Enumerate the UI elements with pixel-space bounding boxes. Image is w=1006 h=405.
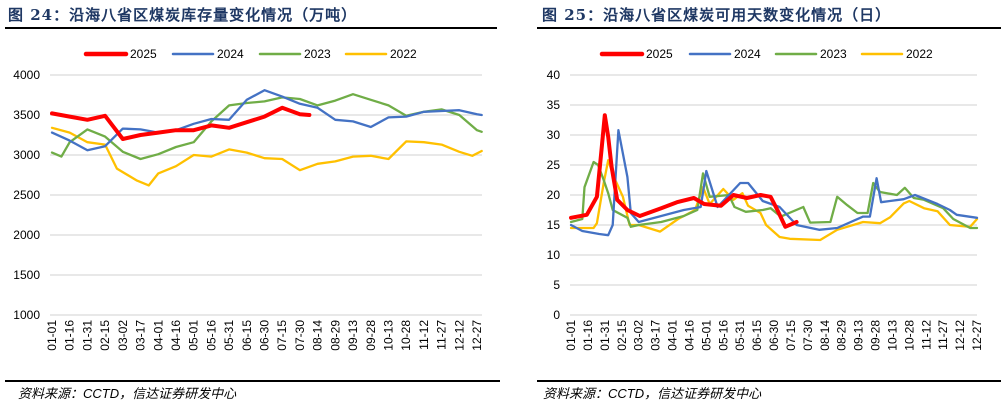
- x-tick-label: 12-12: [953, 320, 967, 351]
- y-tick-label: 1000: [13, 308, 40, 322]
- x-tick-label: 10-28: [399, 320, 413, 351]
- x-tick-label: 08-14: [818, 320, 832, 351]
- x-tick-label: 07-15: [784, 320, 798, 351]
- x-tick-label: 10-28: [902, 320, 916, 351]
- x-tick-label: 02-15: [615, 320, 629, 351]
- x-tick-label: 04-16: [169, 320, 183, 351]
- x-tick-label: 04-01: [666, 320, 680, 351]
- x-tick-label: 07-30: [293, 320, 307, 351]
- x-tick-label: 01-31: [598, 320, 612, 351]
- x-tick-label: 03-02: [632, 320, 646, 351]
- series-line-2023: [569, 160, 979, 230]
- x-tick-label: 04-16: [682, 320, 696, 351]
- x-tick-label: 01-16: [581, 320, 595, 351]
- legend-label-2023: 2023: [304, 47, 331, 61]
- x-tick-label: 01-01: [564, 320, 578, 351]
- x-tick-label: 09-28: [869, 320, 883, 351]
- x-tick-label: 12-27: [970, 320, 984, 351]
- series-line-2022: [50, 126, 483, 187]
- series-line-2024: [569, 129, 979, 237]
- x-tick-label: 01-01: [45, 320, 59, 351]
- x-tick-label: 05-31: [733, 320, 747, 351]
- x-tick-label: 03-17: [134, 320, 148, 351]
- x-tick-label: 07-30: [801, 320, 815, 351]
- x-tick-label: 08-29: [835, 320, 849, 351]
- legend-label-2024: 2024: [217, 47, 244, 61]
- x-tick-label: 05-16: [716, 320, 730, 351]
- legend-label-2025: 2025: [646, 47, 673, 61]
- x-tick-label: 02-15: [98, 320, 112, 351]
- legend-label-2024: 2024: [734, 47, 761, 61]
- legend-label-2023: 2023: [820, 47, 847, 61]
- x-tick-label: 09-28: [364, 320, 378, 351]
- y-tick-label: 30: [547, 128, 561, 142]
- x-tick-label: 06-30: [767, 320, 781, 351]
- y-tick-label: 4000: [13, 68, 40, 82]
- x-tick-label: 05-01: [699, 320, 713, 351]
- x-tick-label: 06-15: [750, 320, 764, 351]
- series-line-2024: [50, 89, 483, 152]
- title-divider: [537, 27, 1001, 29]
- x-tick-label: 11-12: [417, 320, 431, 350]
- title-divider: [5, 27, 497, 29]
- y-tick-label: 5: [553, 278, 560, 292]
- x-tick-label: 12-27: [470, 320, 484, 351]
- x-tick-label: 03-02: [116, 320, 130, 351]
- source-note: 资料来源：CCTD，信达证券研发中心: [18, 386, 237, 401]
- series-line-2025: [569, 113, 799, 229]
- x-tick-label: 12-12: [452, 320, 466, 351]
- x-tick-label: 04-01: [151, 320, 165, 351]
- footer-divider: [5, 380, 500, 382]
- y-tick-label: 0: [553, 308, 560, 322]
- source-note: 资料来源：CCTD，信达证券研发中心: [543, 386, 762, 401]
- x-tick-label: 03-17: [649, 320, 663, 351]
- x-tick-label: 07-15: [275, 320, 289, 351]
- x-tick-label: 08-29: [328, 320, 342, 351]
- x-tick-label: 01-16: [63, 320, 77, 351]
- legend-label-2022: 2022: [390, 47, 417, 61]
- x-tick-label: 09-13: [852, 320, 866, 351]
- x-tick-label: 11-27: [435, 320, 449, 350]
- x-tick-label: 05-01: [187, 320, 201, 351]
- series-line-2025: [50, 105, 312, 141]
- chart-title-days: 图 25：沿海八省区煤炭可用天数变化情况（日）: [542, 6, 892, 24]
- x-tick-label: 05-16: [204, 320, 218, 351]
- y-tick-label: 25: [547, 158, 561, 172]
- legend-label-2022: 2022: [906, 47, 933, 61]
- x-tick-label: 10-13: [885, 320, 899, 351]
- x-tick-label: 08-14: [311, 320, 325, 351]
- x-tick-label: 05-31: [222, 320, 236, 351]
- y-tick-label: 15: [547, 218, 561, 232]
- y-tick-label: 20: [547, 188, 561, 202]
- x-tick-label: 10-13: [381, 320, 395, 351]
- legend-label-2025: 2025: [130, 47, 157, 61]
- y-tick-label: 1500: [13, 268, 40, 282]
- y-tick-label: 10: [547, 248, 561, 262]
- y-tick-label: 3500: [13, 108, 40, 122]
- y-tick-label: 2500: [13, 188, 40, 202]
- y-tick-label: 35: [547, 98, 561, 112]
- x-tick-label: 11-27: [936, 320, 950, 350]
- x-tick-label: 06-30: [258, 320, 272, 351]
- x-tick-label: 06-15: [240, 320, 254, 351]
- x-tick-label: 11-12: [919, 320, 933, 350]
- footer-divider: [537, 380, 1001, 382]
- y-tick-label: 2000: [13, 228, 40, 242]
- y-tick-label: 40: [547, 68, 561, 82]
- chart-title-inventory: 图 24：沿海八省区煤炭库存量变化情况（万吨）: [8, 6, 358, 24]
- x-tick-label: 01-31: [80, 320, 94, 351]
- y-tick-label: 3000: [13, 148, 40, 162]
- x-tick-label: 09-13: [346, 320, 360, 351]
